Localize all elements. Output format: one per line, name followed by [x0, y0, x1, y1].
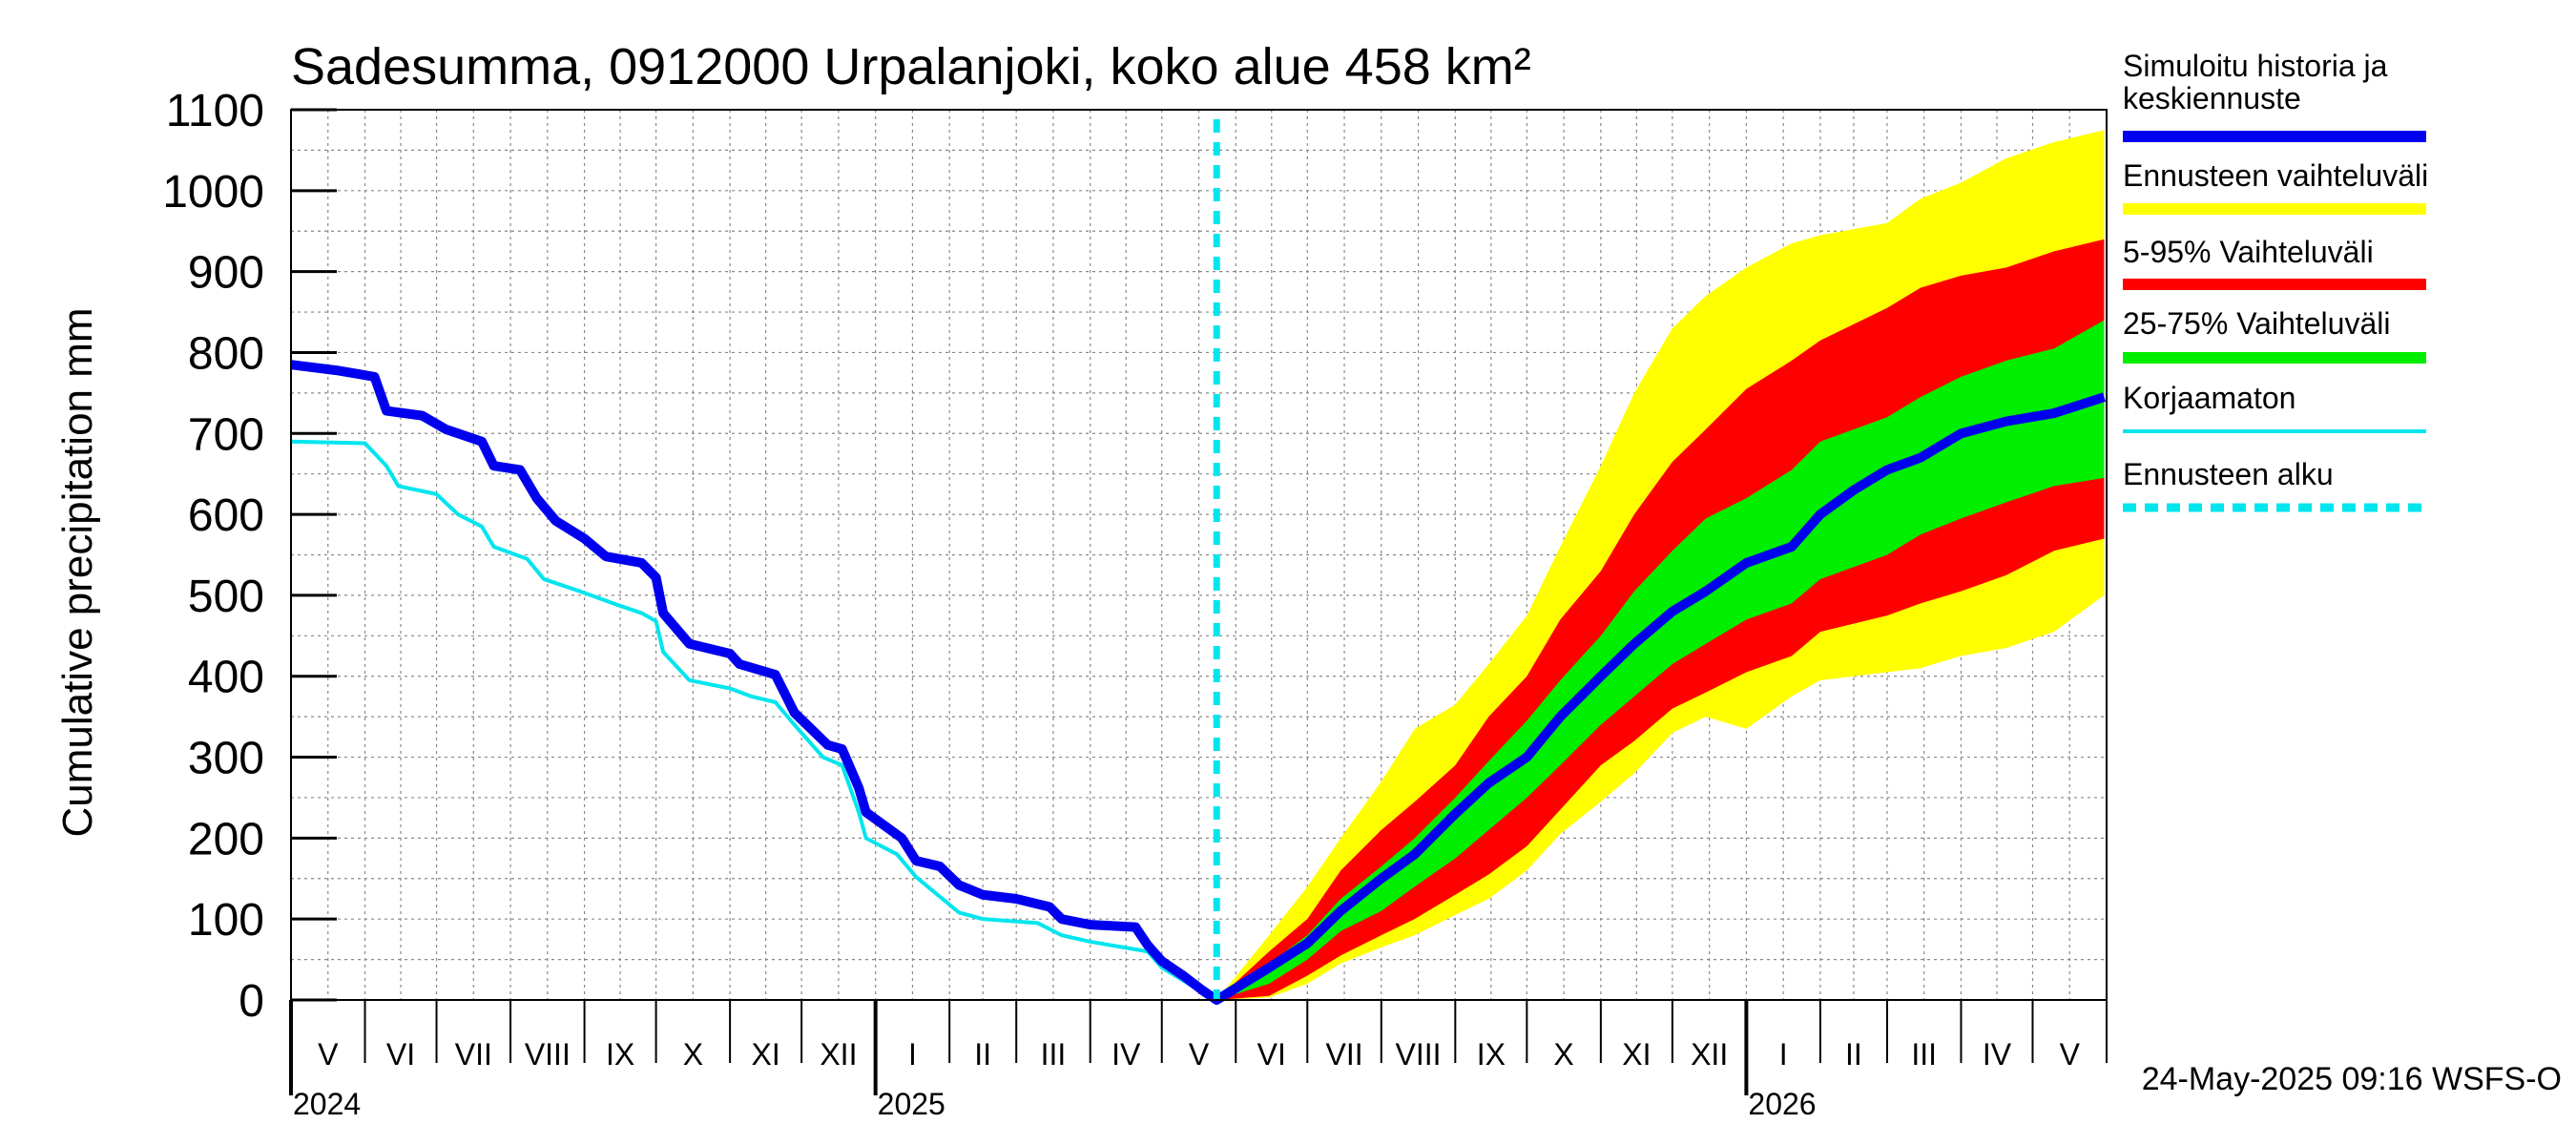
legend-label: 5-95% Vaihteluväli	[2123, 235, 2374, 269]
legend-label: Korjaamaton	[2123, 381, 2296, 415]
y-axis-label: Cumulative precipitation mm	[54, 307, 101, 837]
month-label: I	[1779, 1037, 1788, 1072]
y-tick-label: 300	[188, 734, 264, 784]
y-tick-label: 900	[188, 248, 264, 299]
month-label: VIII	[1396, 1037, 1442, 1072]
month-label: VII	[455, 1037, 492, 1072]
legend-label: keskiennuste	[2123, 81, 2301, 115]
month-label: X	[1553, 1037, 1573, 1072]
month-label: IV	[1983, 1037, 2012, 1072]
x-axis-months: V VI VII VIII IX X XI XII I II III IV V VI VII VIII IX X X…	[289, 1000, 2108, 1121]
y-tick-label: 800	[188, 328, 264, 379]
month-label: XII	[820, 1037, 857, 1072]
footer-timestamp: 24-May-2025 09:16 WSFS-O	[2142, 1061, 2562, 1097]
month-label: II	[1845, 1037, 1862, 1072]
month-label: XI	[752, 1037, 780, 1072]
month-label: VIII	[525, 1037, 571, 1072]
y-tick-label: 1100	[166, 86, 264, 136]
chart-title: Sadesumma, 0912000 Urpalanjoki, koko alu…	[291, 38, 1531, 95]
month-label: V	[2060, 1037, 2081, 1072]
y-tick-label: 700	[188, 409, 264, 460]
month-label: V	[318, 1037, 339, 1072]
month-label: X	[683, 1037, 703, 1072]
year-label: 2026	[1748, 1087, 1816, 1121]
legend-label: Ennusteen vaihteluväli	[2123, 158, 2428, 193]
month-label: III	[1911, 1037, 1937, 1072]
data-lines	[290, 119, 2107, 1005]
y-tick-label: 400	[188, 653, 264, 703]
series-korjaamaton-line	[290, 439, 1218, 1002]
series-simulated-mean-line	[290, 360, 2107, 1005]
y-tick-label: 0	[239, 976, 264, 1027]
legend-label: Ennusteen alku	[2123, 457, 2334, 491]
month-label: II	[974, 1037, 991, 1072]
y-tick-label: 500	[188, 572, 264, 622]
y-tick-label: 1000	[162, 167, 264, 218]
month-label: XII	[1691, 1037, 1728, 1072]
year-label: 2025	[878, 1087, 945, 1121]
month-label: IX	[606, 1037, 634, 1072]
month-label: I	[908, 1037, 917, 1072]
month-label: III	[1041, 1037, 1067, 1072]
legend-label: 25-75% Vaihteluväli	[2123, 306, 2390, 341]
month-label: IV	[1111, 1037, 1141, 1072]
y-tick-label: 200	[188, 814, 264, 864]
month-label: IX	[1477, 1037, 1506, 1072]
month-label: VII	[1325, 1037, 1362, 1072]
y-tick-label: 600	[188, 490, 264, 541]
month-label: VI	[386, 1037, 415, 1072]
y-tick-label: 100	[188, 895, 264, 946]
plot-frame	[290, 109, 2108, 1001]
axes	[290, 108, 2108, 1002]
month-label: V	[1189, 1037, 1210, 1072]
year-label: 2024	[293, 1087, 361, 1121]
y-tick-labels: 0 100 200 300 400 500 600 700 800 900 1000 1100	[162, 86, 264, 1027]
forecast-bands	[1216, 130, 2105, 1001]
legend-label: Simuloitu historia ja	[2123, 49, 2388, 83]
month-label: VI	[1257, 1037, 1286, 1072]
month-label: XI	[1622, 1037, 1651, 1072]
